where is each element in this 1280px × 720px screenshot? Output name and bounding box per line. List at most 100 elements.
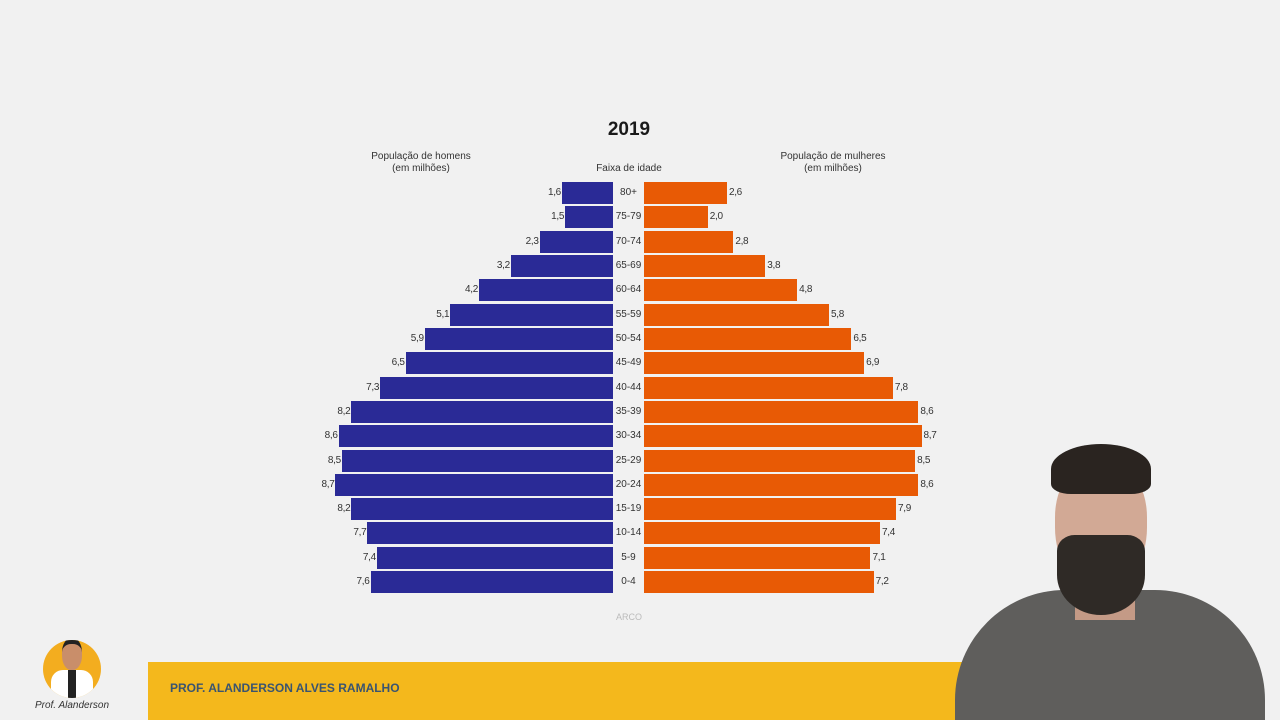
age-group-label: 15-19 [615,503,642,515]
men-bar [450,303,613,326]
women-bar [644,254,766,277]
men-axis-label-line: População de homens [371,151,471,162]
age-group-label: 45-49 [615,357,642,369]
men-value-label: 5,9 [410,332,424,344]
source-label: ARCO [615,612,642,622]
women-value-label: 7,1 [872,551,886,563]
women-bar [644,571,874,594]
age-group-label: 80+ [620,187,637,198]
presenter-hair [1051,444,1151,494]
presenter-name: PROF. ALANDERSON ALVES RAMALHO [170,681,400,695]
age-group-label: 55-59 [615,308,642,320]
age-group-label: 30-34 [615,430,642,442]
age-group-label: 5-9 [621,551,636,563]
men-value-label: 4,2 [465,284,479,296]
women-axis-label-line: População de mulheres [780,151,886,162]
women-value-label: 8,6 [920,405,934,417]
women-value-label: 7,8 [894,381,908,393]
women-value-label: 2,0 [709,211,723,223]
age-group-label: 20-24 [615,478,642,490]
women-bar [644,400,919,423]
age-group-label: 70-74 [615,235,642,247]
men-value-label: 1,5 [551,211,565,223]
presenter-banner: PROF. ALANDERSON ALVES RAMALHO [148,662,978,720]
logo-avatar [43,640,101,698]
logo-text: Prof. Alanderson [34,700,110,711]
age-group-label: 10-14 [615,527,642,539]
women-value-label: 7,2 [875,576,889,588]
women-bar [644,425,922,448]
men-bar [565,206,613,229]
men-value-label: 1,6 [547,187,561,198]
men-value-label: 7,4 [362,551,376,563]
women-value-label: 4,8 [799,284,813,296]
men-value-label: 7,3 [366,381,380,393]
women-bar [644,206,708,229]
men-axis-label-unit: (em milhões) [392,163,450,174]
women-bar [644,230,734,253]
women-value-label: 2,8 [735,235,749,247]
age-group-label: 50-54 [615,332,642,344]
women-value-label: 7,4 [882,527,896,539]
women-bar [644,522,881,545]
men-bar [351,400,613,423]
men-axis-label: População de homens (em milhões) [361,151,481,175]
men-bar [405,352,613,375]
men-bar [376,546,613,569]
age-axis-label: Faixa de idade [596,163,662,174]
men-value-label: 2,3 [525,235,539,247]
women-value-label: 7,9 [898,503,912,515]
men-value-label: 8,7 [321,478,335,490]
men-value-label: 8,5 [327,454,341,466]
women-value-label: 6,5 [853,332,867,344]
women-bar [644,473,919,496]
men-bar [380,376,613,399]
men-value-label: 3,2 [496,259,510,271]
men-bar [539,230,613,253]
women-value-label: 8,5 [917,454,931,466]
men-bar [351,498,613,521]
men-bar [510,254,613,277]
women-bar [644,376,893,399]
men-bar [341,449,613,472]
men-bar [370,571,613,594]
men-value-label: 8,2 [337,503,351,515]
men-value-label: 7,7 [353,527,367,539]
men-value-label: 7,6 [356,576,370,588]
avatar-head [62,640,82,670]
men-value-label: 6,5 [391,357,405,369]
women-axis-label-unit: (em milhões) [804,163,862,174]
women-value-label: 6,9 [866,357,880,369]
women-bar [644,352,865,375]
women-value-label: 5,8 [831,308,845,320]
men-bar [424,327,613,350]
women-value-label: 2,6 [728,187,742,198]
age-group-label: 35-39 [615,405,642,417]
men-bar [561,182,613,204]
men-bar [338,425,613,448]
men-bar [479,279,613,302]
women-bar [644,498,896,521]
men-value-label: 8,6 [324,430,338,442]
men-value-label: 8,2 [337,405,351,417]
women-value-label: 8,7 [923,430,937,442]
women-bar [644,279,798,302]
women-bar [644,182,727,204]
women-bar [644,546,871,569]
age-group-label: 40-44 [615,381,642,393]
women-bar [644,303,830,326]
age-group-label: 75-79 [615,211,642,223]
age-group-label: 65-69 [615,259,642,271]
women-value-label: 3,8 [767,259,781,271]
presenter-beard [1057,535,1145,615]
women-bar [644,449,916,472]
women-value-label: 8,6 [920,478,934,490]
men-bar [367,522,613,545]
age-group-label: 25-29 [615,454,642,466]
chart-title: 2019 [607,119,651,140]
women-bar [644,327,852,350]
age-group-label: 60-64 [615,284,642,296]
men-value-label: 5,1 [436,308,450,320]
webcam-presenter [955,430,1280,720]
